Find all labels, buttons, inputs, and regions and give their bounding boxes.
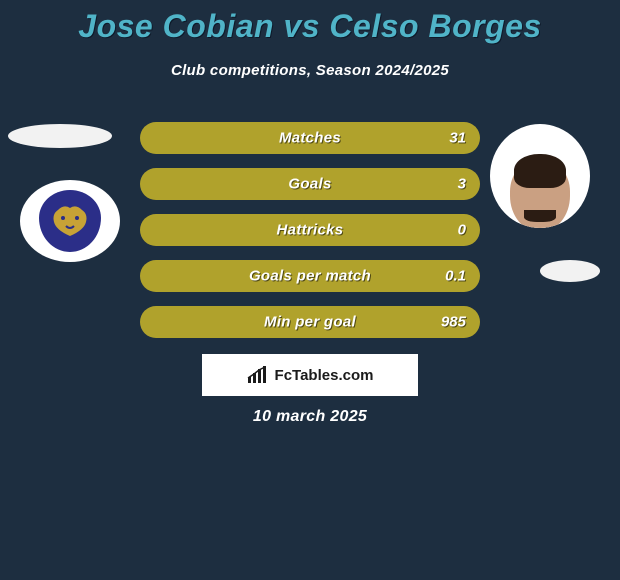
stat-bar-value: 0 [458,222,466,239]
player-face-shape [510,160,570,228]
stat-bar-label: Goals [140,176,480,193]
club-shield-icon [39,190,101,252]
watermark-text: FcTables.com [275,367,374,384]
stat-bar: Hattricks0 [140,214,480,246]
stat-bar-label: Hattricks [140,222,480,239]
watermark: FcTables.com [202,354,418,396]
club-badge-left [20,180,120,262]
stat-bar: Goals per match0.1 [140,260,480,292]
title-text: Jose Cobian vs Celso Borges [78,8,541,44]
date-label: 10 march 2025 [0,408,620,426]
stat-bar-value: 0.1 [445,268,466,285]
stat-bar: Matches31 [140,122,480,154]
bars-icon [247,366,269,384]
stat-bar-label: Matches [140,130,480,147]
right-oval-shape [540,260,600,282]
left-oval-shape [8,124,112,148]
subtitle-text: Club competitions, Season 2024/2025 [171,62,449,79]
date-text: 10 march 2025 [253,408,367,425]
stat-bar-value: 985 [441,314,466,331]
subtitle: Club competitions, Season 2024/2025 [0,62,620,79]
player-photo-right [490,124,590,228]
puma-head-icon [50,204,90,238]
stat-bar: Goals3 [140,168,480,200]
stat-bar: Min per goal985 [140,306,480,338]
stat-bar-label: Goals per match [140,268,480,285]
stat-bar-label: Min per goal [140,314,480,331]
stat-bars: Matches31 Goals3 Hattricks0 Goals per match… [140,122,480,352]
comparison-card: Jose Cobian vs Celso Borges Club competi… [0,0,620,580]
stat-bar-value: 31 [449,130,466,147]
stat-bar-value: 3 [458,176,466,193]
page-title: Jose Cobian vs Celso Borges [0,8,620,45]
